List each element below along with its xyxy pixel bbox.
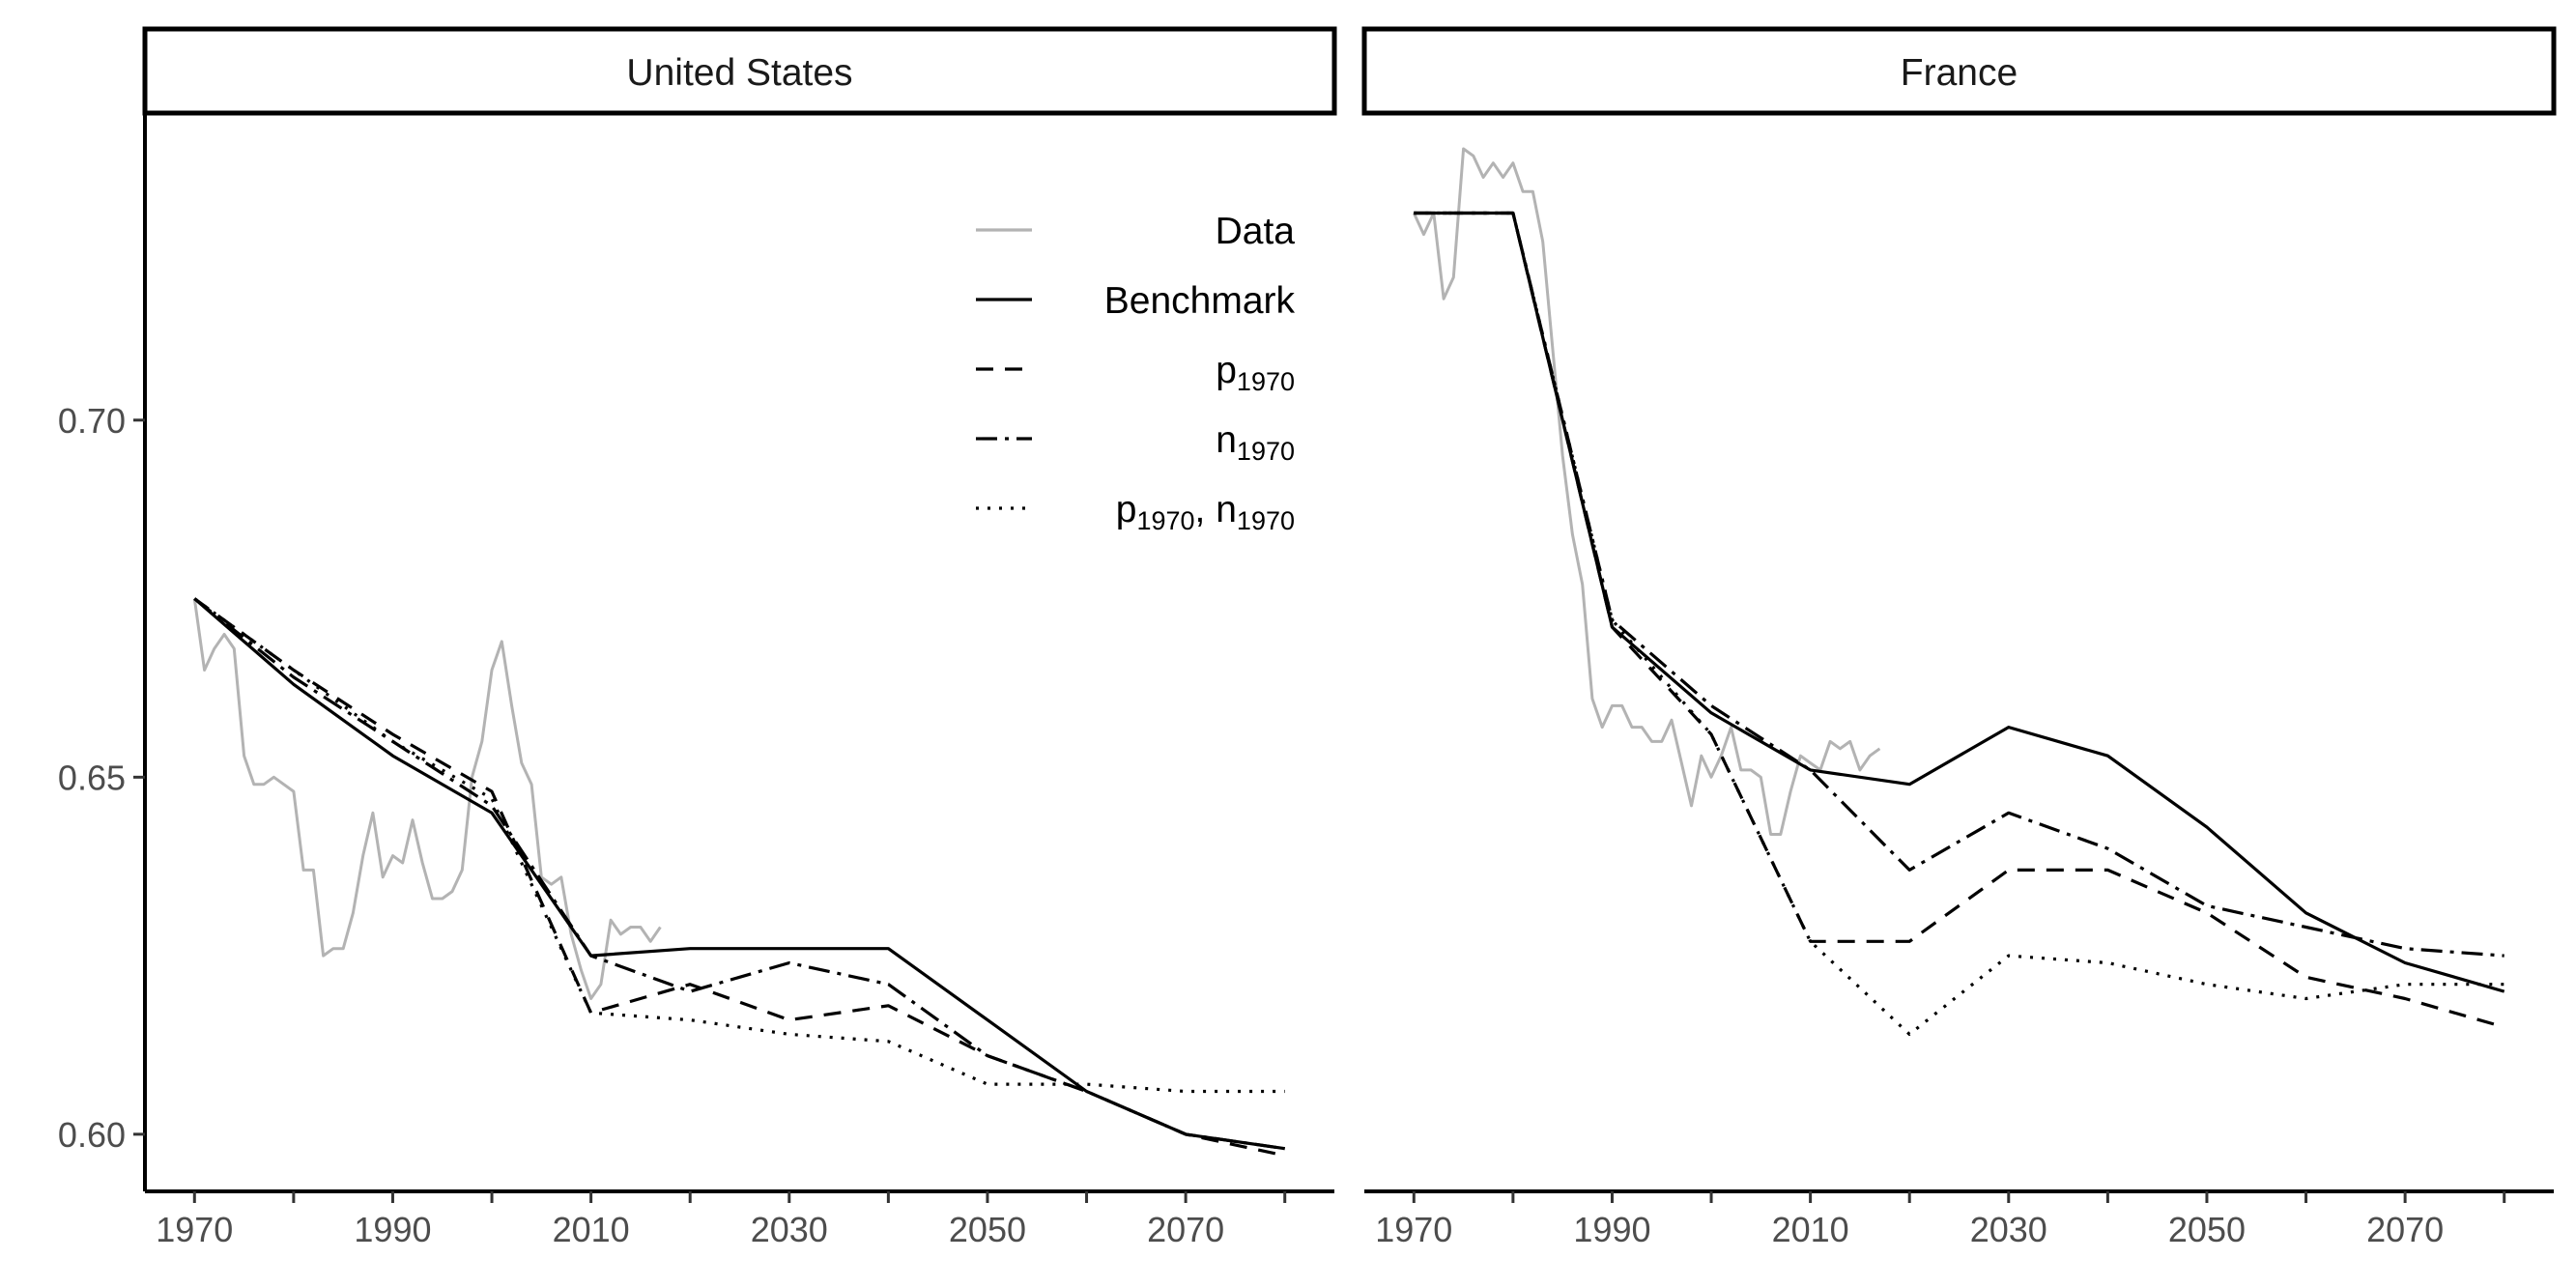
x-tick-label: 2050 [2168,1210,2246,1249]
legend-label-n1970: n1970 [1216,419,1295,466]
x-tick-label: 2010 [1772,1210,1849,1249]
series-line-benchmark [193,597,1285,1151]
axis-layer: 1970 1990 2010 2030 2050 2070 [145,1189,1334,1249]
series-line-benchmark [1414,211,2505,993]
strip-box [1361,26,2557,116]
x-tick-label: 2010 [553,1210,630,1249]
x-tick-label: 1990 [354,1210,431,1249]
legend-label-p1970: p1970 [1216,350,1295,396]
panel-title: France [1901,52,2018,94]
panel-united-states: United States 1970 1990 2010 2030 2050 2070 [142,26,1337,1249]
series-line-n1970 [193,597,1285,1151]
series-layer [192,597,1286,1158]
x-tick-label: 2050 [949,1210,1026,1249]
legend: Data Benchmark p1970 n1970 p1970, n1970 [976,211,1295,535]
series-line-p1970n1970 [1414,211,2504,1037]
y-axis: 0.60 0.65 0.70 [58,113,147,1191]
series-line-n1970 [1414,211,2504,958]
series-line-data [192,598,662,1000]
x-tick-label: 1970 [156,1210,233,1249]
legend-label-p1970n1970: p1970, n1970 [1116,489,1295,535]
legend-label-benchmark: Benchmark [1104,280,1296,322]
x-tick-label: 2030 [1970,1210,2047,1249]
y-tick-label: 0.65 [58,758,126,797]
x-tick-label: 2070 [2366,1210,2444,1249]
series-line-p1970n1970 [193,597,1285,1094]
legend-label-data: Data [1216,211,1296,252]
y-tick-label: 0.60 [58,1115,126,1155]
y-tick-label: 0.70 [58,401,126,441]
x-tick-label: 1990 [1573,1210,1650,1249]
series-line-data [1412,147,1881,836]
x-tick-label: 2030 [751,1210,828,1249]
panel-france: France 1970 1990 2010 2030 2050 2070 [1361,26,2557,1249]
panel-title: United States [626,52,852,94]
strip-box [142,26,1337,116]
x-tick-label: 1970 [1375,1210,1452,1249]
x-tick-label: 2070 [1147,1210,1224,1249]
series-line-p1970 [1414,211,2505,1029]
series-layer [1412,147,2505,1037]
axis-layer: 1970 1990 2010 2030 2050 2070 [1364,1189,2554,1249]
